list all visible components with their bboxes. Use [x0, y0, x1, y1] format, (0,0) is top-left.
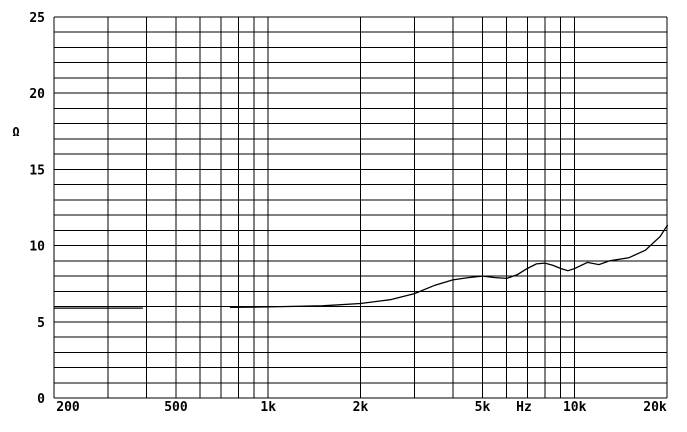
y-tick-label: 5 [37, 316, 45, 331]
y-tick-label: 20 [29, 87, 45, 102]
x-tick-label: 5k [475, 400, 491, 415]
y-axis-label: Ω [12, 125, 19, 139]
x-tick-label: 2k [353, 400, 369, 415]
y-tick-label: 15 [29, 163, 45, 178]
y-tick-label: 0 [37, 392, 45, 407]
x-tick-label: 20k [643, 400, 667, 415]
x-axis-ticks: 200 500 1k 2k 5k 10k 20k [56, 400, 667, 415]
grid [53, 16, 668, 399]
x-tick-label: 200 [56, 400, 80, 415]
series-line [229, 224, 668, 308]
y-tick-label: 10 [29, 240, 45, 255]
x-tick-label: 10k [563, 400, 587, 415]
y-tick-label: 25 [29, 11, 45, 26]
x-tick-label: 500 [164, 400, 188, 415]
x-axis-label: Hz [516, 400, 532, 415]
x-tick-label: 1k [260, 400, 276, 415]
y-axis-ticks: 0 5 10 15 20 25 [29, 11, 45, 407]
plot-series [54, 224, 668, 309]
